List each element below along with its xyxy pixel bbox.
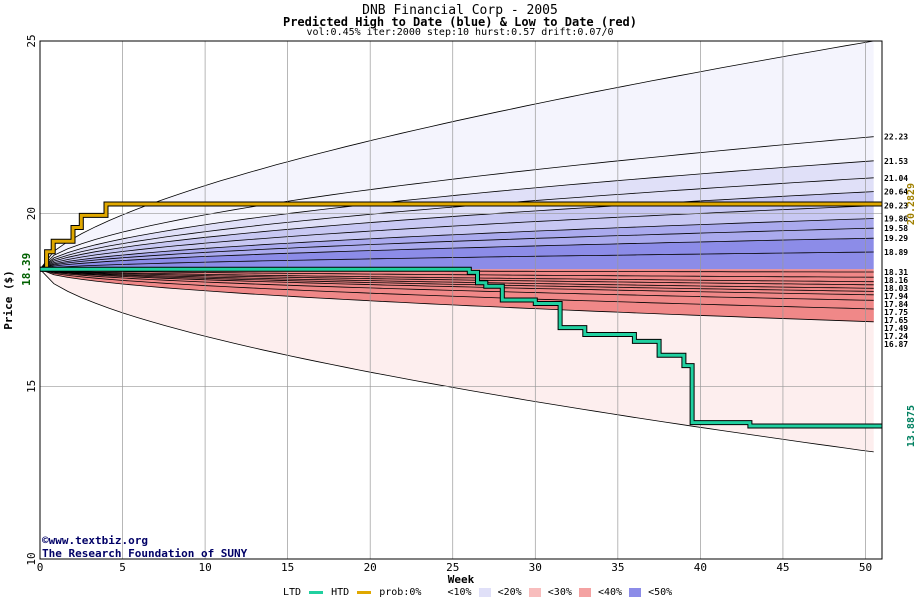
end-value-label: 18.31: [884, 268, 908, 277]
legend-band4-label: <40%: [597, 587, 623, 598]
legend-swatch-0: [428, 588, 441, 597]
x-tick-label: 5: [119, 561, 126, 574]
quantile-line: [40, 268, 874, 292]
legend-ltd-label: LTD: [283, 587, 302, 598]
legend-prob-label: prob:0%: [379, 587, 422, 598]
high-band: [40, 177, 874, 270]
quantile-line: [40, 269, 874, 453]
y-tick-label: 25: [25, 34, 38, 47]
high-band: [40, 191, 874, 270]
quantile-line: [40, 268, 874, 283]
end-value-label: 17.94: [884, 292, 908, 301]
legend-swatch-3: [578, 588, 591, 597]
end-value-label: 22.23: [884, 133, 908, 142]
legend-swatch-2: [528, 588, 541, 597]
legend-ltd-line: [309, 591, 324, 594]
start-price-label: 18.39: [20, 253, 33, 286]
end-value-label: 20.23: [884, 202, 908, 211]
quantile-line: [40, 251, 874, 270]
end-value-label: 17.24: [884, 332, 908, 341]
chart-subtitle: Predicted High to Date (blue) & Low to D…: [282, 15, 637, 29]
legend-band1-label: <10%: [447, 587, 472, 598]
high-band: [40, 238, 874, 270]
end-value-label: 17.65: [884, 316, 908, 325]
quantile-line: [40, 237, 874, 270]
end-value-label: 17.75: [884, 308, 908, 317]
legend-band3-label: <30%: [547, 587, 572, 598]
end-value-label: 18.89: [884, 248, 908, 257]
ltd-series-line: [40, 267, 882, 428]
chart-title: DNB Financial Corp - 2005: [362, 3, 558, 18]
x-tick-label: 50: [859, 561, 872, 574]
legend-htd-label: HTD: [331, 587, 350, 598]
ltd-end-label: 13.8875: [906, 405, 917, 447]
quantile-line: [40, 177, 874, 270]
plot-frame: [39, 40, 883, 560]
legend: LTD HTD prob:0% <10% <20% <30% <40% <50%: [283, 587, 672, 599]
high-band: [40, 228, 874, 270]
legend-swatch-1: [478, 588, 491, 597]
quantile-line: [40, 218, 874, 270]
x-axis-label: Week: [448, 573, 475, 586]
end-value-label: 19.86: [884, 215, 908, 224]
quantile-line: [40, 268, 874, 286]
x-tick-label: 35: [611, 561, 624, 574]
high-band: [40, 218, 874, 270]
quantile-line: [40, 268, 874, 278]
x-tick-label: 25: [446, 561, 459, 574]
x-tick-label: 15: [281, 561, 294, 574]
quantile-line: [40, 191, 874, 270]
credit-url: ©www.textbiz.org: [42, 534, 148, 547]
legend-band2-label: <20%: [497, 587, 522, 598]
x-tick-label: 30: [529, 561, 542, 574]
end-value-label: 21.53: [884, 157, 908, 166]
quantile-line: [40, 268, 874, 296]
plot-area: [40, 41, 882, 559]
end-value-label: 17.84: [884, 300, 908, 309]
high-band: [40, 41, 874, 270]
x-tick-label: 45: [776, 561, 789, 574]
credit-org: The Research Foundation of SUNY: [42, 547, 248, 560]
htd-end-label: 20.2829: [906, 183, 917, 225]
end-value-label: 17.49: [884, 324, 908, 333]
y-tick-label: 15: [25, 380, 38, 393]
htd-series-line: [40, 202, 882, 271]
quantile-line: [40, 227, 874, 270]
high-band: [40, 160, 874, 270]
end-value-label: 19.29: [884, 234, 908, 243]
quantile-line: [40, 41, 874, 270]
end-value-label: 16.87: [884, 340, 908, 349]
end-value-label: 21.04: [884, 174, 908, 183]
legend-band5-label: <50%: [648, 587, 673, 598]
quantile-line: [40, 268, 874, 301]
low-band: [40, 269, 874, 452]
quantile-line: [40, 268, 874, 310]
y-axis-label: Price ($): [2, 270, 15, 330]
quantile-line: [40, 136, 874, 270]
y-tick-label: 20: [25, 207, 38, 220]
legend-swatch-4: [629, 588, 642, 597]
quantile-line: [40, 268, 874, 323]
end-value-label: 20.64: [884, 188, 908, 197]
legend-htd-line: [357, 591, 372, 594]
high-band: [40, 136, 874, 270]
end-value-label: 18.16: [884, 276, 908, 285]
quantile-line: [40, 205, 874, 270]
quantile-line: [40, 268, 874, 289]
high-band: [40, 252, 874, 270]
chart-params: vol:0.45% iter:2000 step:10 hurst:0.57 d…: [306, 27, 614, 38]
x-tick-label: 20: [364, 561, 377, 574]
x-tick-label: 0: [37, 561, 44, 574]
end-value-label: 19.58: [884, 224, 908, 233]
x-tick-label: 40: [694, 561, 707, 574]
quantile-line: [40, 160, 874, 270]
y-tick-label: 10: [25, 552, 38, 565]
end-value-label: 18.03: [884, 284, 908, 293]
high-band: [40, 205, 874, 270]
x-tick-label: 10: [198, 561, 211, 574]
